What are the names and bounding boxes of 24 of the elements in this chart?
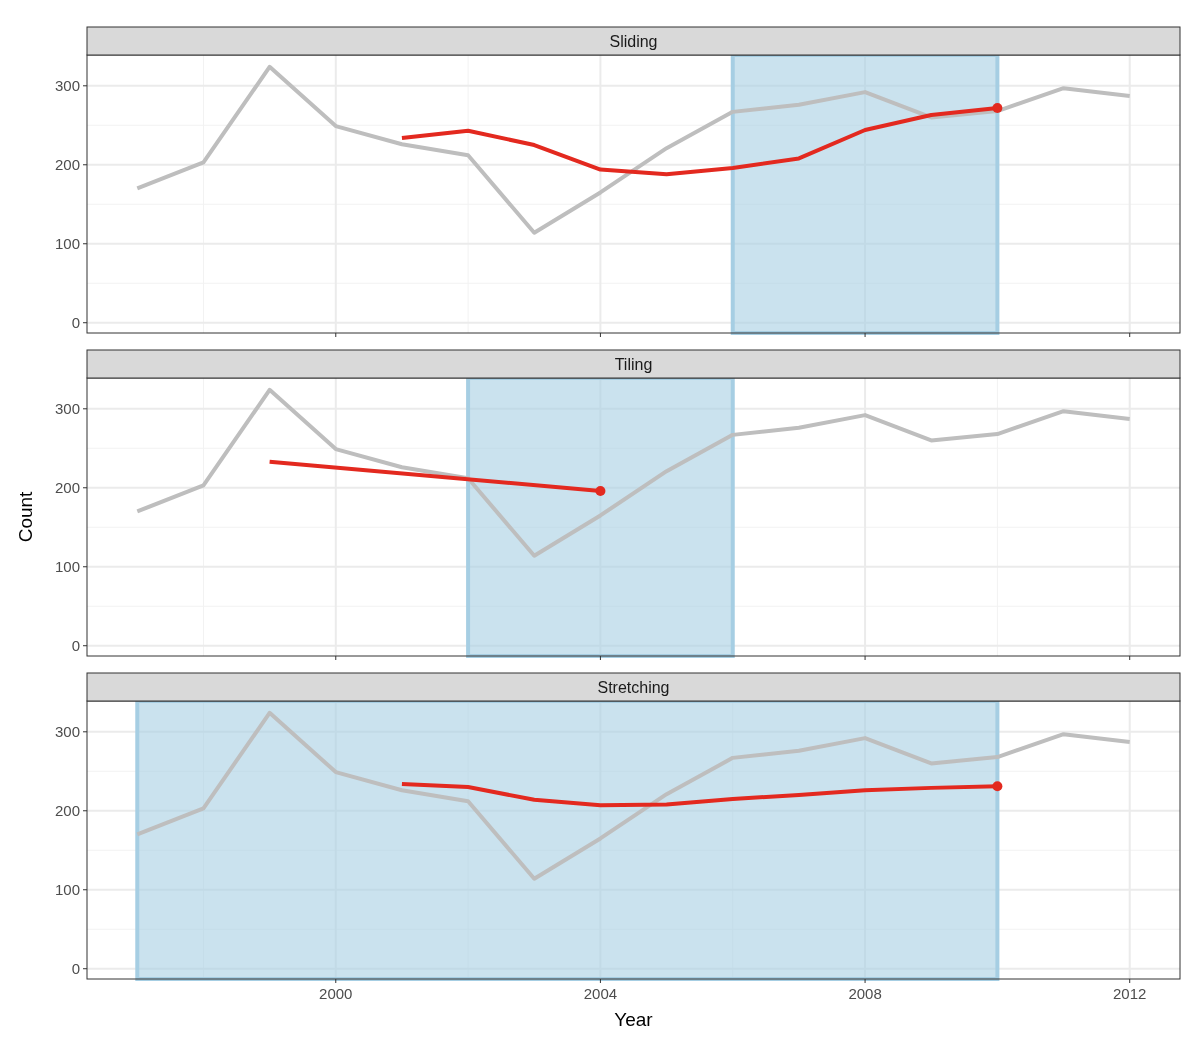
line-series	[135, 710, 1132, 881]
chart-title: Sliding	[609, 32, 658, 50]
chart-title: Tiling	[614, 355, 653, 373]
y-tick-label: 100	[54, 558, 80, 576]
x-tick-label: 2000	[319, 985, 353, 1002]
y-tick-label: 300	[54, 400, 80, 418]
x-tick-label: 2004	[583, 985, 618, 1002]
chart-title: Stretching	[597, 678, 670, 696]
x-axis-title: Year	[614, 1009, 654, 1030]
y-axis-title: Count	[15, 490, 36, 543]
y-tick-label: 200	[54, 156, 80, 174]
y-tick-label: 100	[54, 881, 80, 899]
y-tick-label: 0	[71, 959, 80, 977]
y-tick-label: 0	[71, 313, 80, 331]
x-tick-label: 2008	[848, 985, 882, 1002]
y-tick-label: 300	[54, 723, 80, 741]
line-series	[135, 64, 1132, 235]
y-tick-label: 300	[54, 77, 80, 95]
y-tick-label: 200	[54, 802, 80, 820]
y-tick-label: 100	[54, 235, 80, 253]
y-tick-label: 0	[71, 636, 80, 654]
line-series	[135, 387, 1132, 558]
y-tick-label: 200	[54, 479, 80, 497]
x-tick-label: 2012	[1113, 985, 1147, 1002]
